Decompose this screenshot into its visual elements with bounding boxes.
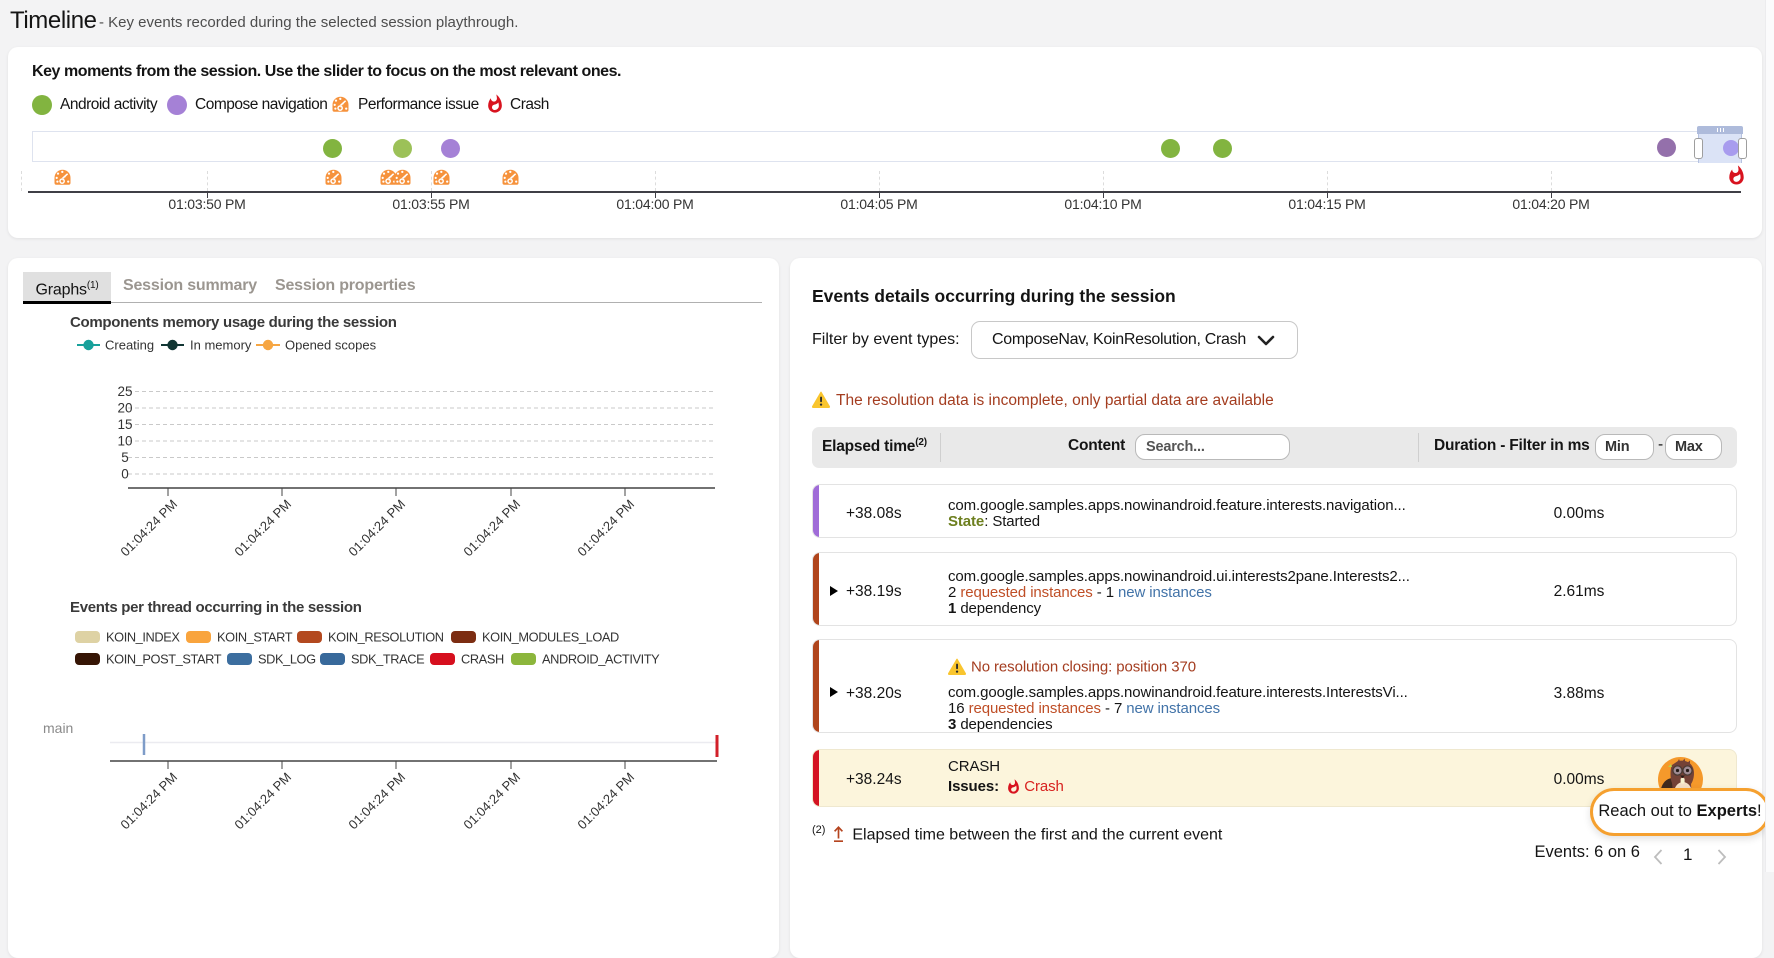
svg-text:KOIN_POST_START: KOIN_POST_START [106, 652, 222, 667]
svg-text:Creating: Creating [105, 338, 154, 353]
svg-text:KOIN_INDEX: KOIN_INDEX [106, 630, 180, 645]
svg-text:ANDROID_ACTIVITY: ANDROID_ACTIVITY [542, 652, 660, 667]
svg-text:01:04:24 PM: 01:04:24 PM [460, 497, 523, 560]
svg-text:01:04:24 PM: 01:04:24 PM [460, 770, 523, 833]
svg-text:01:04:24 PM: 01:04:24 PM [345, 497, 408, 560]
svg-text:5: 5 [121, 450, 129, 465]
svg-text:01:04:24 PM: 01:04:24 PM [231, 497, 294, 560]
svg-text:01:04:24 PM: 01:04:24 PM [345, 770, 408, 833]
svg-text:KOIN_RESOLUTION: KOIN_RESOLUTION [328, 630, 444, 645]
svg-text:KOIN_START: KOIN_START [217, 630, 293, 645]
svg-text:KOIN_MODULES_LOAD: KOIN_MODULES_LOAD [482, 630, 619, 645]
svg-text:main: main [43, 720, 73, 736]
svg-text:10: 10 [117, 434, 132, 449]
svg-text:01:04:24 PM: 01:04:24 PM [574, 770, 637, 833]
svg-text:01:04:24 PM: 01:04:24 PM [117, 770, 180, 833]
svg-text:25: 25 [117, 384, 132, 399]
svg-text:SDK_LOG: SDK_LOG [258, 652, 316, 667]
svg-text:20: 20 [117, 401, 132, 416]
svg-text:In memory: In memory [190, 338, 252, 353]
svg-text:01:04:24 PM: 01:04:24 PM [117, 497, 180, 560]
svg-text:15: 15 [117, 417, 132, 432]
svg-text:01:04:24 PM: 01:04:24 PM [231, 770, 294, 833]
svg-text:CRASH: CRASH [461, 652, 504, 667]
svg-text:0: 0 [121, 467, 129, 482]
svg-text:01:04:24 PM: 01:04:24 PM [574, 497, 637, 560]
svg-text:Opened scopes: Opened scopes [285, 338, 377, 353]
svg-text:SDK_TRACE: SDK_TRACE [351, 652, 424, 667]
